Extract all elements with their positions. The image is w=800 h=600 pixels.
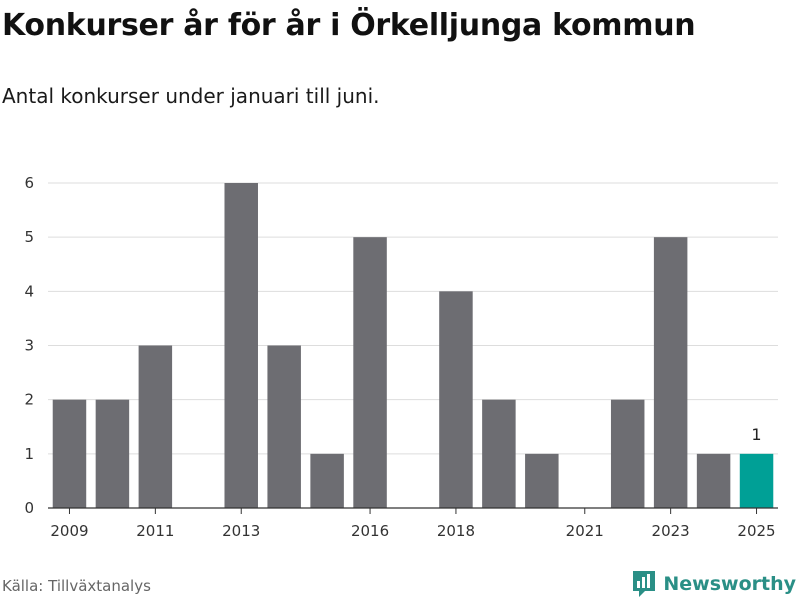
y-tick-label: 0 [24, 499, 34, 517]
bar-2011 [138, 345, 173, 508]
y-tick-label: 3 [24, 337, 34, 355]
bar-2016 [353, 237, 387, 508]
x-tick-label: 2016 [351, 522, 389, 540]
bar-2018 [439, 291, 473, 508]
bar-chart-logo-icon [633, 571, 656, 597]
y-tick-label: 5 [24, 228, 34, 246]
y-tick-label: 6 [24, 174, 34, 192]
bar-2013 [224, 183, 258, 508]
brand-name: Newsworthy [663, 573, 796, 595]
bar-2023 [653, 237, 688, 508]
bar-2024 [696, 453, 731, 508]
bar-2019 [482, 399, 516, 508]
bar-2022 [610, 399, 645, 508]
x-tick-label: 2021 [566, 522, 604, 540]
bar-2014 [267, 345, 301, 508]
data-label: 1 [751, 425, 761, 444]
chart-title: Konkurser år för år i Örkelljunga kommun [2, 8, 696, 43]
bar-2015 [310, 453, 344, 508]
bar-2020 [525, 453, 559, 508]
y-tick-label: 2 [24, 391, 34, 409]
x-tick-label: 2018 [437, 522, 475, 540]
newsworthy-logo: Newsworthy [631, 569, 796, 599]
x-tick-label: 2025 [737, 522, 775, 540]
x-tick-label: 2013 [222, 522, 260, 540]
bar-2010 [95, 399, 130, 508]
x-tick-label: 2011 [136, 522, 174, 540]
bar-2009 [52, 399, 87, 508]
y-tick-label: 1 [24, 445, 34, 463]
x-tick-label: 2023 [652, 522, 690, 540]
bar-2025 [739, 453, 774, 508]
chart-subtitle: Antal konkurser under januari till juni. [2, 84, 380, 108]
x-tick-label: 2009 [50, 522, 88, 540]
y-tick-label: 4 [24, 282, 34, 300]
source-note: Källa: Tillväxtanalys [2, 577, 151, 595]
